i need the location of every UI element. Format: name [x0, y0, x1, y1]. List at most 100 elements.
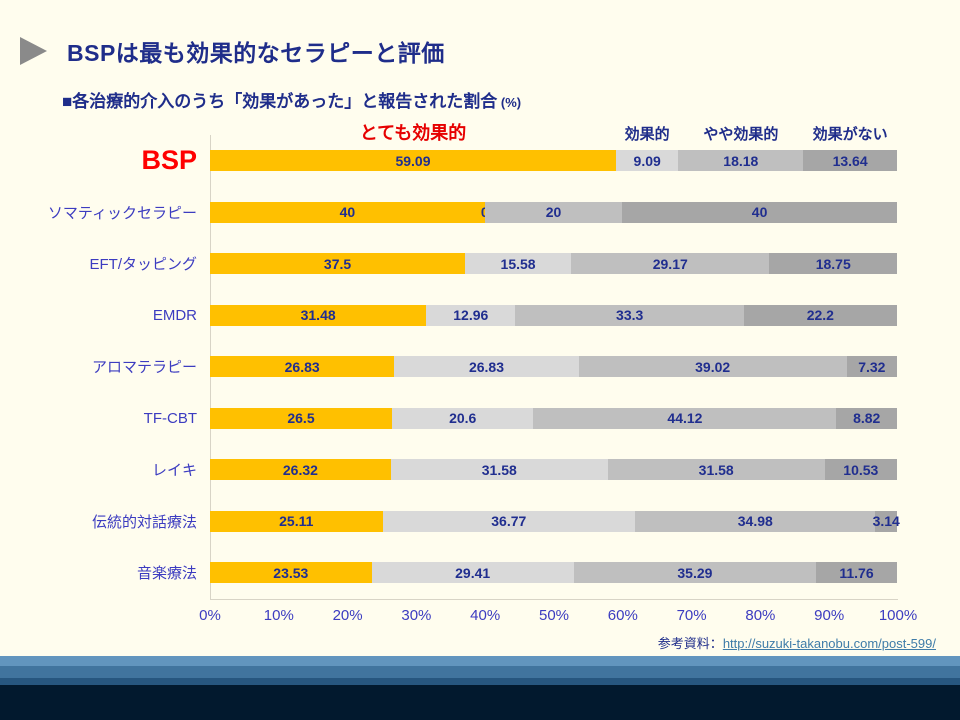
value-label: 29.17: [652, 255, 688, 272]
page-title: BSPは最も効果的なセラピーと評価: [67, 40, 445, 66]
footer-stripe-medium-blue: [0, 666, 960, 678]
bar-segment: 35.29: [573, 562, 817, 584]
bar-track: 4002040: [210, 201, 897, 223]
value-label: 37.5: [323, 255, 352, 272]
subtitle-percent-suffix: (%): [497, 95, 522, 110]
bar-segment: 26.83: [210, 356, 395, 378]
bar-segment: 10.53: [824, 459, 897, 481]
bar-segment: 34.98: [635, 510, 876, 532]
slide-header: BSPは最も効果的なセラピーと評価: [20, 34, 445, 68]
chart-row: EFT/タッピング 37.5 15.58 29.17 18.75: [0, 238, 960, 290]
value-label: 40: [339, 204, 356, 221]
bar-segment: 11.76: [816, 562, 897, 584]
value-label: 20.6: [449, 410, 477, 427]
value-label: 31.58: [481, 461, 517, 478]
bar-segment: 15.58: [465, 253, 572, 275]
bar-segment: 59.09: [210, 150, 616, 172]
value-label: 26.32: [282, 461, 318, 478]
reference-footer: 参考資料：http://suzuki-takanobu.com/post-599…: [658, 633, 936, 652]
x-tick-label: 30%: [401, 607, 432, 624]
footer-stripe-dark-blue: [0, 678, 960, 685]
bar-segment: 37.5: [210, 253, 466, 275]
category-label: レイキ: [151, 462, 197, 480]
bar-segment: 18.75: [769, 253, 897, 275]
bar-segment: 44.12: [533, 407, 837, 429]
series-label-3: 効果がない: [812, 126, 888, 143]
category-label: BSP: [141, 145, 197, 176]
value-label: 34.98: [737, 513, 773, 530]
footer-stripe-navy: [0, 685, 960, 720]
value-label: 26.83: [284, 358, 320, 375]
bar-segment: 40: [210, 201, 485, 223]
value-label: 11.76: [839, 564, 874, 581]
series-label-0: とても効果的: [359, 123, 467, 143]
chart-subtitle: ■各治療的介入のうち「効果があった」と報告された割合 (%): [62, 87, 521, 112]
bar-track: 37.5 15.58 29.17 18.75: [210, 253, 897, 275]
value-label: 35.29: [677, 564, 713, 581]
bar-segment: 18.18: [678, 150, 804, 172]
bar-segment: 23.53: [210, 562, 372, 584]
series-label-2: やや効果的: [703, 126, 779, 143]
value-label: 10.53: [843, 461, 879, 478]
bar-track: 23.53 29.41 35.29 11.76: [210, 562, 897, 584]
chart-row: BSP 59.09 9.09 18.18 13.64: [0, 135, 960, 187]
value-label: 31.48: [300, 307, 336, 324]
stacked-bar-chart: とても効果的 効果的 やや効果的 効果がない BSP 59.09 9.09 18.18 13.…: [0, 113, 960, 643]
category-label: TF-CBT: [143, 409, 197, 427]
value-label: 18.75: [815, 255, 851, 272]
value-label: 3.14: [872, 513, 900, 530]
bar-segment: 26.32: [210, 459, 391, 481]
bar-segment: 12.96: [426, 304, 516, 326]
chart-row: 音楽療法 23.53 29.41 35.29 11.76: [0, 547, 960, 599]
chart-row: 伝統的対話療法 25.11 36.77 34.98 3.14: [0, 496, 960, 548]
bar-segment: 29.17: [571, 253, 770, 275]
bar-track: 26.32 31.58 31.58 10.53: [210, 459, 897, 481]
x-tick-label: 70%: [676, 607, 707, 624]
x-axis-ticks: 0% 10% 20% 30% 40% 50% 60% 70% 80% 90% 100%: [199, 607, 917, 629]
category-label: EMDR: [152, 306, 197, 324]
bar-segment: 40: [622, 201, 897, 223]
category-label: EFT/タッピング: [89, 256, 198, 274]
subtitle-text: ■各治療的介入のうち「効果があった」と報告された割合: [62, 92, 498, 111]
bar-segment: 8.82: [836, 407, 897, 429]
value-label: 33.3: [616, 307, 644, 324]
chart-row: レイキ 26.32 31.58 31.58 10.53: [0, 444, 960, 496]
chart-rows: BSP59.099.0918.1813.64ソマティックセラピー4002040E…: [0, 135, 960, 599]
category-label: ソマティックセラピー: [47, 204, 197, 222]
value-label: 44.12: [667, 410, 703, 427]
bar-track: 31.48 12.96 33.3 22.2: [210, 304, 897, 326]
bar-segment: 31.58: [607, 459, 825, 481]
value-label: 20: [545, 204, 562, 221]
bar-segment: 33.3: [515, 304, 745, 326]
chart-row: EMDR 31.48 12.96 33.3 22.2: [0, 290, 960, 342]
category-label: 音楽療法: [136, 565, 197, 583]
bar-track: 59.09 9.09 18.18 13.64: [210, 150, 897, 172]
triangle-bullet-icon: [20, 37, 47, 65]
value-label: 23.53: [273, 564, 309, 581]
x-tick-label: 10%: [263, 607, 294, 624]
bar-segment: 31.48: [210, 304, 427, 326]
value-label: 26.83: [468, 358, 504, 375]
x-tick-label: 60%: [607, 607, 638, 624]
series-header-row: とても効果的 効果的 やや効果的 効果がない: [210, 117, 897, 143]
bar-segment: 36.77: [382, 510, 636, 532]
bar-segment: 20.6: [391, 407, 534, 429]
reference-link[interactable]: http://suzuki-takanobu.com/post-599/: [722, 636, 936, 651]
value-label: 7.32: [858, 358, 886, 375]
bar-segment: 26.83: [394, 356, 579, 378]
bar-segment: 31.58: [390, 459, 608, 481]
value-label: 25.11: [279, 513, 314, 530]
bar-segment: 22.2: [744, 304, 897, 326]
value-label: 9.09: [633, 152, 661, 169]
x-tick-label: 90%: [814, 607, 845, 624]
x-tick-label: 100%: [878, 607, 918, 624]
chart-row: TF-CBT 26.5 20.6 44.12 8.82: [0, 393, 960, 445]
value-label: 39.02: [695, 358, 731, 375]
x-axis-line: [210, 599, 898, 600]
value-label: 31.58: [698, 461, 734, 478]
bar-track: 26.5 20.6 44.12 8.82: [210, 407, 897, 429]
x-tick-label: 50%: [538, 607, 570, 624]
x-tick-label: 0%: [199, 607, 221, 624]
bar-segment: 13.64: [803, 150, 897, 172]
value-label: 29.41: [455, 564, 491, 581]
